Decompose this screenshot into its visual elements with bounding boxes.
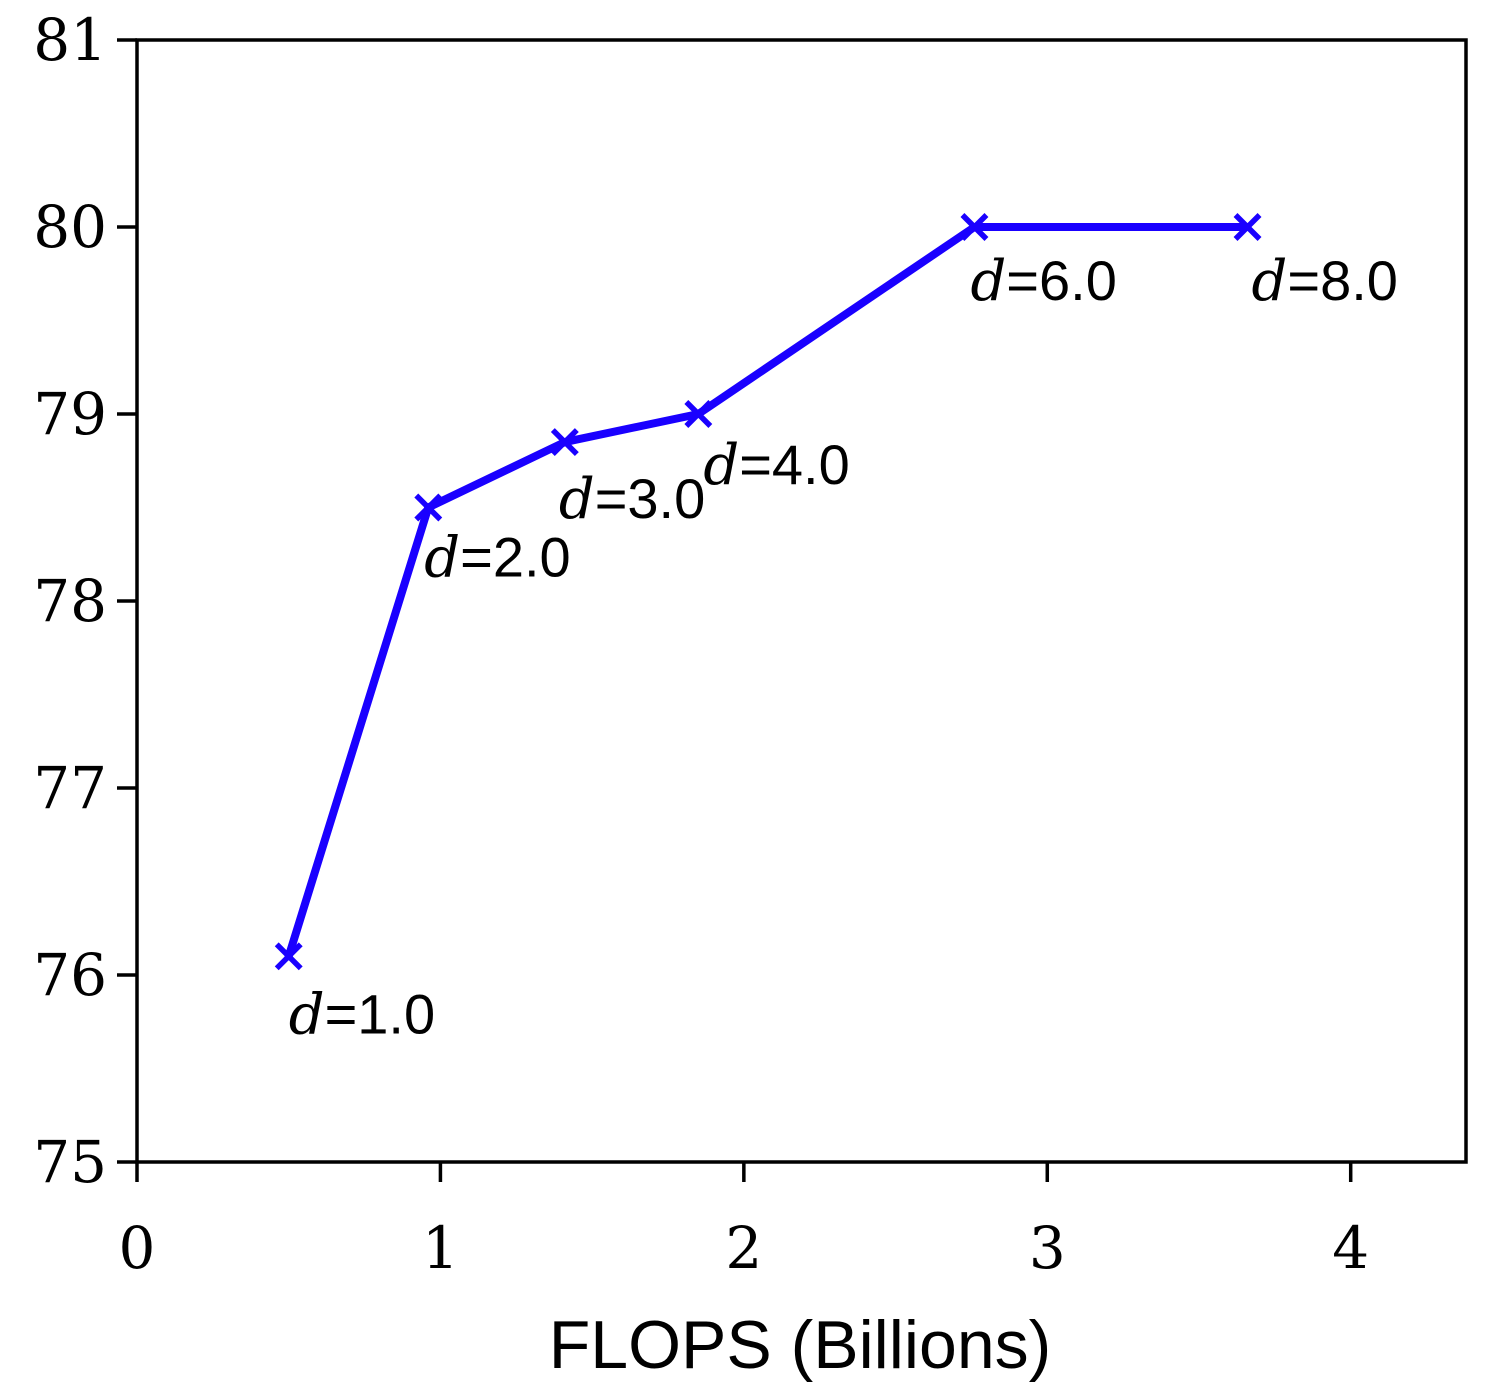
x-axis-ticks: 0 1 2 3 4 [119,1162,1369,1282]
x-tick-label: 2 [725,1214,762,1282]
x-tick-label: 0 [119,1214,156,1282]
data-point-marker [414,493,443,522]
data-point-marker [274,942,303,971]
point-labels: d=1.0 d=2.0d=3.0d=4.0 d=6.0 d=8.0 [289,249,1398,1047]
y-tick-label: 76 [33,941,107,1009]
y-tick-label: 77 [33,754,107,822]
y-tick-label: 78 [33,567,107,635]
plot-frame [135,38,1468,1164]
x-tick-label: 1 [422,1214,459,1282]
data-point-marker [550,428,579,456]
y-tick-label: 80 [33,193,107,261]
series-line [284,223,1252,961]
data-point-marker [1233,213,1262,241]
y-axis-ticks: 75 76 77 78 79 80 81 [33,6,137,1196]
data-point-label: d=1.0 [289,982,435,1047]
y-tick-label: 81 [33,6,107,74]
x-axis-title: FLOPS (Billions) [549,1307,1052,1383]
data-point-label: d=8.0 [1252,249,1398,314]
y-tick-label: 79 [33,380,107,448]
data-point-label: d=6.0 [970,249,1116,314]
series-layer [274,213,1262,971]
data-point-label: d=2.0 [424,526,570,591]
x-tick-label: 3 [1029,1214,1066,1282]
y-tick-label: 75 [33,1128,107,1196]
data-point-label: d=4.0 [703,433,849,498]
x-tick-label: 4 [1332,1214,1369,1282]
data-point-marker [684,400,713,428]
data-point-marker [960,213,989,241]
data-point-label: d=3.0 [559,467,705,532]
